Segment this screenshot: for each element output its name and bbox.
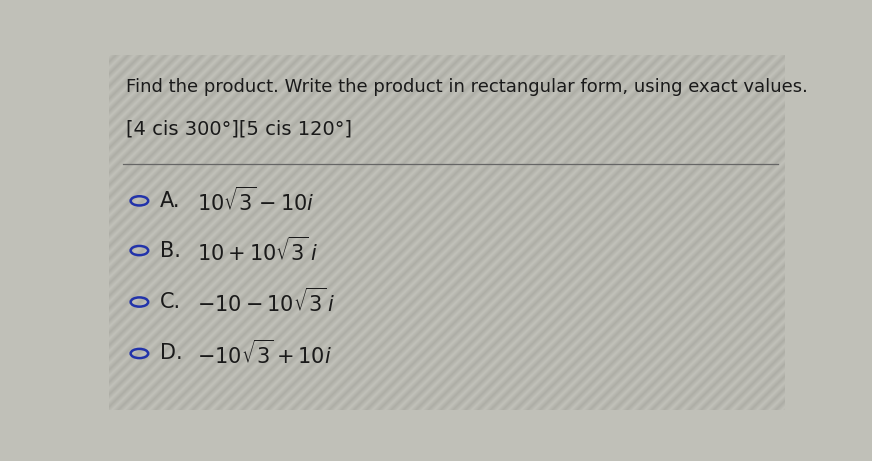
- Text: D.: D.: [160, 343, 182, 363]
- Text: A.: A.: [160, 191, 181, 211]
- Text: Find the product. Write the product in rectangular form, using exact values.: Find the product. Write the product in r…: [126, 78, 807, 96]
- Text: $10\sqrt{3} - 10i$: $10\sqrt{3} - 10i$: [197, 187, 314, 215]
- Text: B.: B.: [160, 241, 181, 260]
- Text: $-10\sqrt{3} + 10i$: $-10\sqrt{3} + 10i$: [197, 339, 331, 368]
- Text: [4 cis 300°][5 cis 120°]: [4 cis 300°][5 cis 120°]: [126, 119, 352, 138]
- Text: $-10 - 10\sqrt{3}\,i$: $-10 - 10\sqrt{3}\,i$: [197, 288, 335, 316]
- Text: $10 + 10\sqrt{3}\,i$: $10 + 10\sqrt{3}\,i$: [197, 236, 317, 265]
- Text: C.: C.: [160, 292, 181, 312]
